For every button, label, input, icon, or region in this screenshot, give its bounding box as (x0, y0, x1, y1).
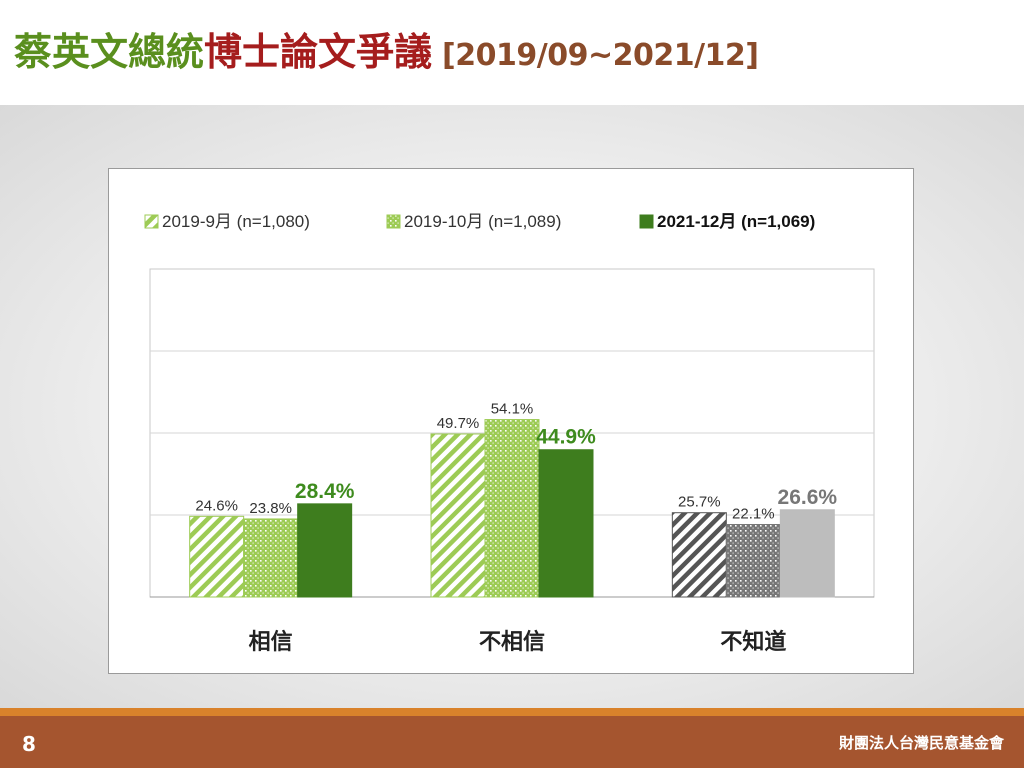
data-label: 23.8% (249, 500, 292, 517)
title-part-green: 蔡英文總統 (14, 30, 205, 74)
legend-label: 2021-12月 (n=1,069) (657, 212, 815, 231)
bar-相信-1 (243, 518, 299, 598)
legend-label: 2019-9月 (n=1,080) (162, 212, 310, 231)
data-label: 49.7% (437, 415, 480, 432)
bar-不相信-1 (484, 419, 540, 598)
bar-不知道-1 (725, 524, 781, 598)
data-label: 28.4% (295, 480, 355, 503)
legend-item: 2019-9月 (n=1,080) (144, 212, 310, 231)
title-date-range: [2019/09~2021/12] (442, 38, 759, 73)
bar-相信-2 (297, 503, 353, 598)
legend-swatch (639, 214, 654, 229)
slide-title: 蔡英文總統博士論文爭議 [2019/09~2021/12] (14, 24, 759, 94)
category-label: 不知道 (720, 629, 786, 654)
legend-item: 2019-10月 (n=1,089) (386, 212, 561, 231)
bar-不知道-2 (779, 509, 835, 598)
bar-相信-0 (189, 515, 245, 598)
chart-frame: 2019-9月 (n=1,080) 2019-10月 (n=1,089) 2021-… (108, 168, 914, 674)
chart-legend: 2019-9月 (n=1,080) 2019-10月 (n=1,089) 2021-… (144, 212, 815, 231)
legend-item: 2021-12月 (n=1,069) (639, 212, 815, 231)
bar-不知道-0 (671, 512, 727, 598)
data-label: 22.1% (732, 506, 775, 523)
slide-header: 蔡英文總統博士論文爭議 [2019/09~2021/12] (0, 0, 1024, 105)
slide-footer (0, 716, 1024, 768)
legend-swatch (144, 214, 159, 229)
bar-不相信-2 (538, 449, 594, 598)
data-label: 26.6% (778, 486, 838, 509)
category-label: 相信 (249, 629, 293, 654)
organization-name: 財團法人台灣民意基金會 (838, 734, 1004, 752)
category-label: 不相信 (479, 629, 545, 654)
data-label: 44.9% (536, 426, 596, 449)
data-label: 24.6% (195, 497, 238, 514)
title-part-red: 博士論文爭議 (204, 30, 433, 74)
plot-area: 24.6% 23.8%28.4% 相信 49.7% 54.1%44.9% 不相信 25.7%… (149, 268, 875, 654)
bar-不相信-0 (430, 433, 486, 598)
bar-chart: 2019-9月 (n=1,080) 2019-10月 (n=1,089) 2021-… (144, 212, 875, 654)
legend-label: 2019-10月 (n=1,089) (404, 212, 561, 231)
data-label: 25.7% (678, 494, 721, 511)
page-number: 8 (22, 732, 36, 756)
data-label: 54.1% (491, 401, 534, 418)
footer-accent-stripe (0, 708, 1024, 716)
legend-swatch (386, 214, 401, 229)
